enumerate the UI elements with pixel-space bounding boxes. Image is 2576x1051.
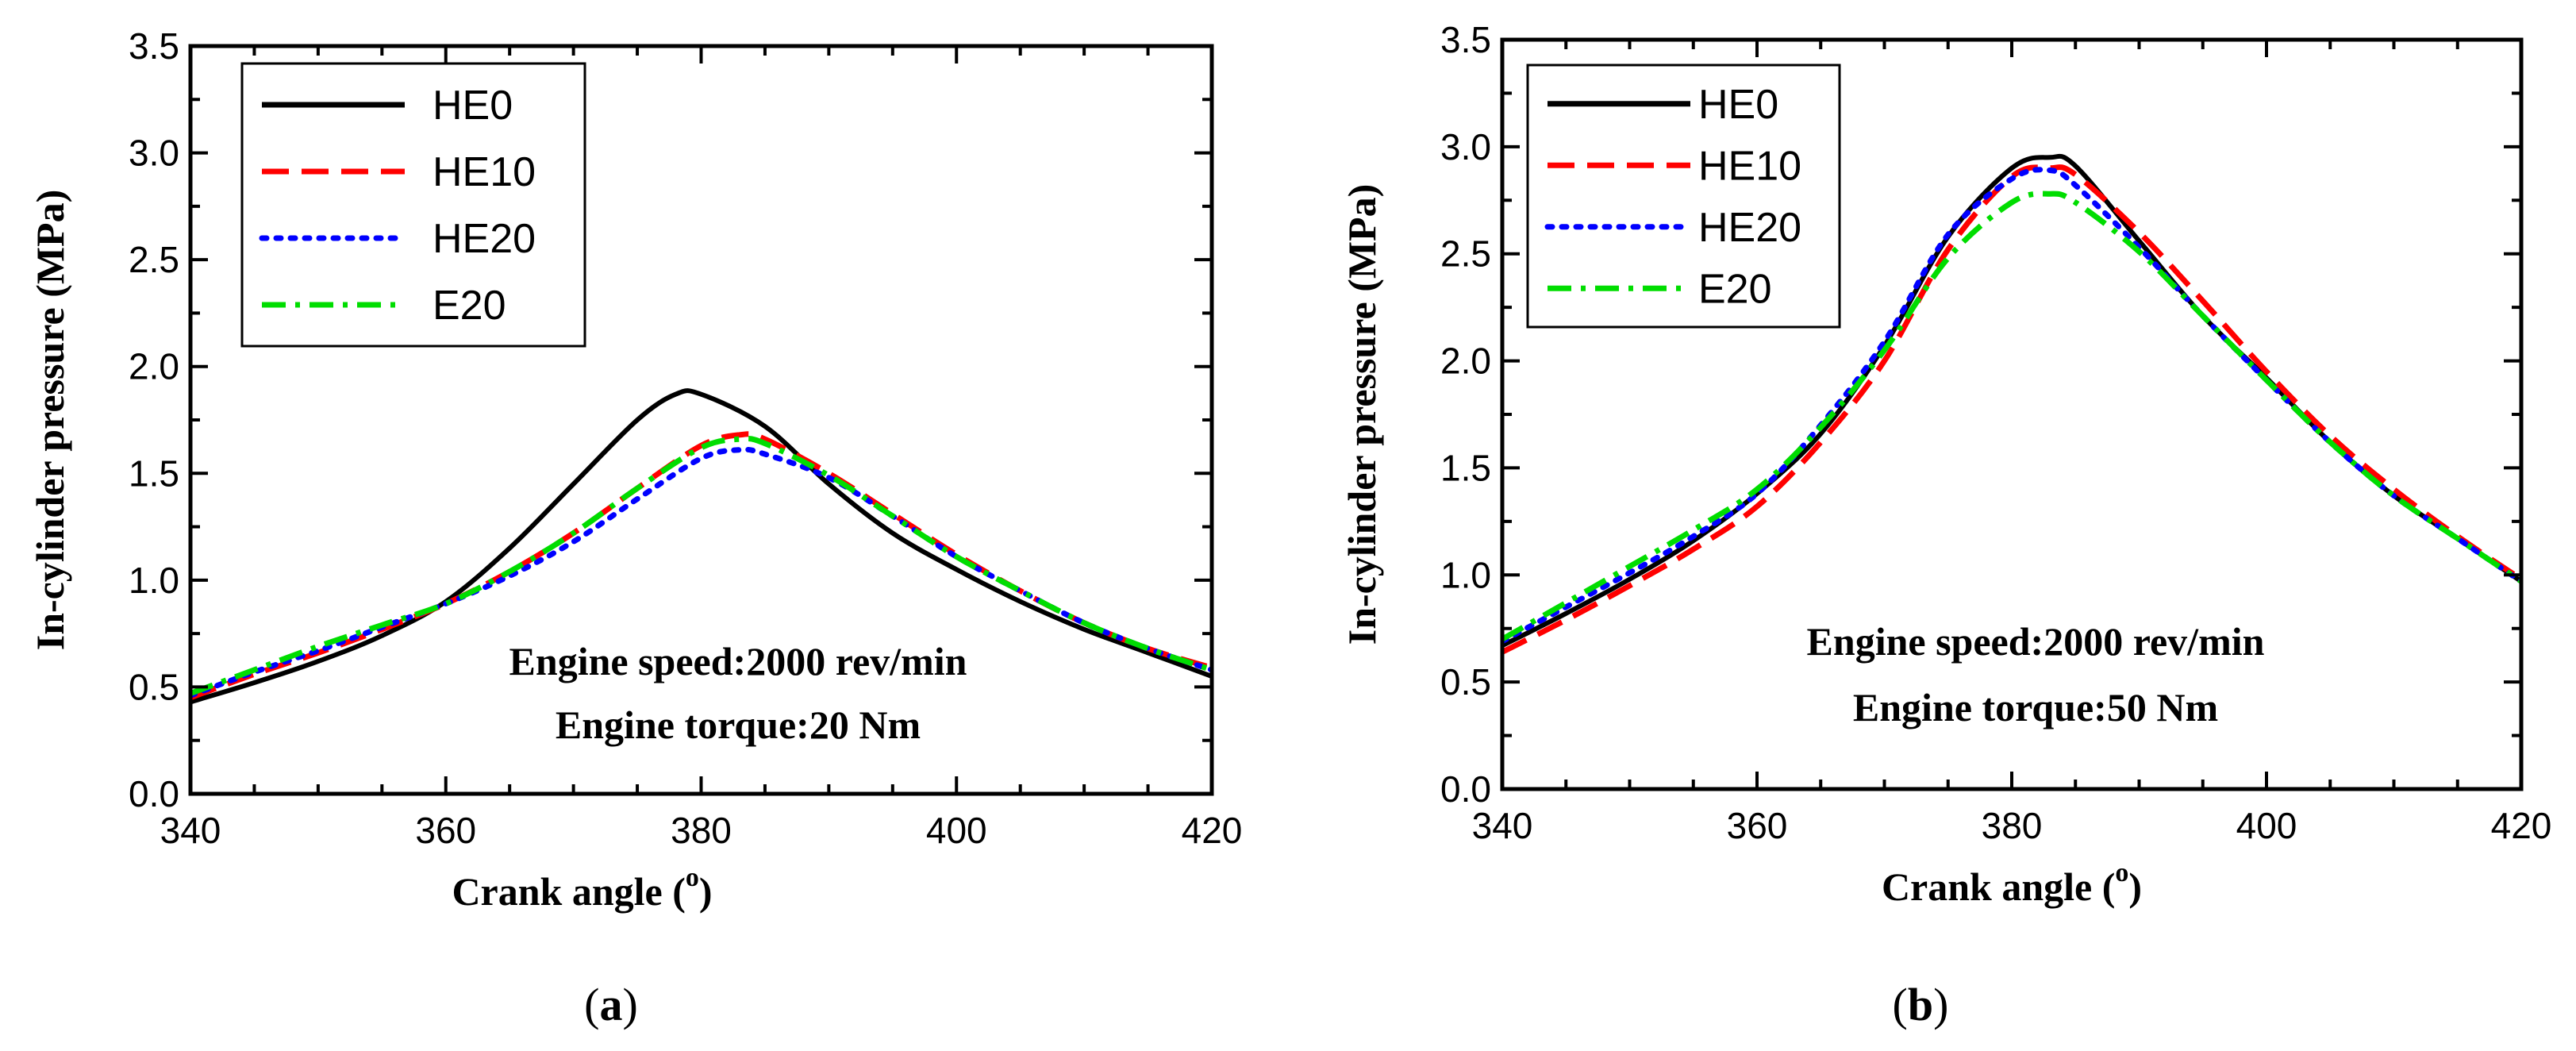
- y-tick-label: 1.0: [129, 560, 179, 601]
- x-axis-title: Crank angle (o): [452, 863, 712, 914]
- y-tick-label: 2.5: [1440, 233, 1491, 275]
- x-axis-title-main: Crank angle (: [1882, 864, 2115, 909]
- legend-box: [240, 62, 586, 348]
- x-tick-label: 360: [415, 810, 476, 851]
- x-axis-title-end: ): [2128, 864, 2142, 909]
- y-tick-label: 0.5: [129, 666, 179, 707]
- x-axis-title: Crank angle (o): [1882, 858, 2142, 909]
- panel-label-close: ): [1933, 979, 1948, 1030]
- x-tick-label: 340: [1472, 805, 1533, 846]
- x-tick-label: 400: [2236, 805, 2297, 846]
- x-axis-title-sup: o: [686, 863, 699, 892]
- annotation-text: Engine torque:20 Nm: [556, 703, 921, 747]
- legend-label: HE0: [433, 83, 513, 129]
- y-tick-label: 2.0: [129, 346, 179, 387]
- panel-label-open: (: [584, 979, 599, 1030]
- y-tick-label: 1.5: [1440, 447, 1491, 488]
- legend-label: HE0: [1698, 82, 1778, 128]
- y-tick-label: 3.0: [1440, 126, 1491, 167]
- y-tick-label: 1.0: [1440, 554, 1491, 595]
- series-line-e20: [1502, 191, 2521, 642]
- legend-label: E20: [433, 283, 506, 329]
- y-tick-label: 0.0: [129, 773, 179, 814]
- x-tick-label: 380: [671, 810, 732, 851]
- x-tick-label: 420: [2491, 805, 2552, 846]
- series-group: [190, 388, 1212, 705]
- x-tick-label: 400: [926, 810, 987, 851]
- legend-label: E20: [1698, 266, 1772, 312]
- x-tick-label: 420: [1182, 810, 1243, 851]
- legend: HE0 HE10 HE20 E20: [240, 62, 586, 348]
- x-axis-title-end: ): [699, 869, 713, 914]
- legend-label: HE20: [433, 216, 536, 262]
- y-tick-label: 3.5: [129, 25, 179, 67]
- y-axis-title: In-cylinder pressure (MPa): [28, 190, 72, 651]
- annotation-text: Engine speed:2000 rev/min: [509, 639, 967, 683]
- x-tick-label: 340: [160, 810, 221, 851]
- series-group: [1502, 153, 2521, 655]
- y-tick-label: 2.5: [129, 239, 179, 280]
- legend-label: HE20: [1698, 205, 1801, 251]
- x-tick-label: 360: [1727, 805, 1788, 846]
- chart-panel-a: 340 360 380 400 420 0.0 0.5 1.0 1.5 2.0 2.5 3.0 3.5 C…: [28, 25, 1242, 1030]
- panel-label-open: (: [1893, 979, 1908, 1030]
- y-tick-label: 0.5: [1440, 661, 1491, 703]
- panel-label-letter: b: [1908, 979, 1933, 1030]
- chart-panel-b: 340 360 380 400 420 0.0 0.5 1.0 1.5 2.0 2.5 3.0 3.5 C…: [1340, 19, 2551, 1030]
- y-tick-label: 1.5: [129, 452, 179, 494]
- y-tick-label: 0.0: [1440, 768, 1491, 810]
- panel-label: (b): [1893, 979, 1949, 1030]
- panel-label-letter: a: [600, 979, 623, 1030]
- x-axis-title-main: Crank angle (: [452, 869, 685, 914]
- legend-label: HE10: [1698, 143, 1801, 189]
- legend-label: HE10: [433, 149, 536, 195]
- y-tick-label: 3.5: [1440, 19, 1491, 60]
- legend: HE0 HE10 HE20 E20: [1526, 64, 1841, 329]
- series-line-he0: [190, 388, 1212, 705]
- series-line-e20: [190, 436, 1212, 696]
- y-tick-label: 3.0: [129, 133, 179, 174]
- x-axis-title-sup: o: [2115, 858, 2128, 887]
- panel-label-close: ): [623, 979, 638, 1030]
- annotation-text: Engine torque:50 Nm: [1853, 685, 2218, 730]
- x-tick-label: 380: [1982, 805, 2043, 846]
- legend-box: [1526, 64, 1841, 329]
- panel-label: (a): [584, 979, 638, 1030]
- y-tick-label: 2.0: [1440, 341, 1491, 382]
- annotation-text: Engine speed:2000 rev/min: [1807, 619, 2265, 664]
- y-axis-title: In-cylinder pressure (MPa): [1340, 184, 1384, 645]
